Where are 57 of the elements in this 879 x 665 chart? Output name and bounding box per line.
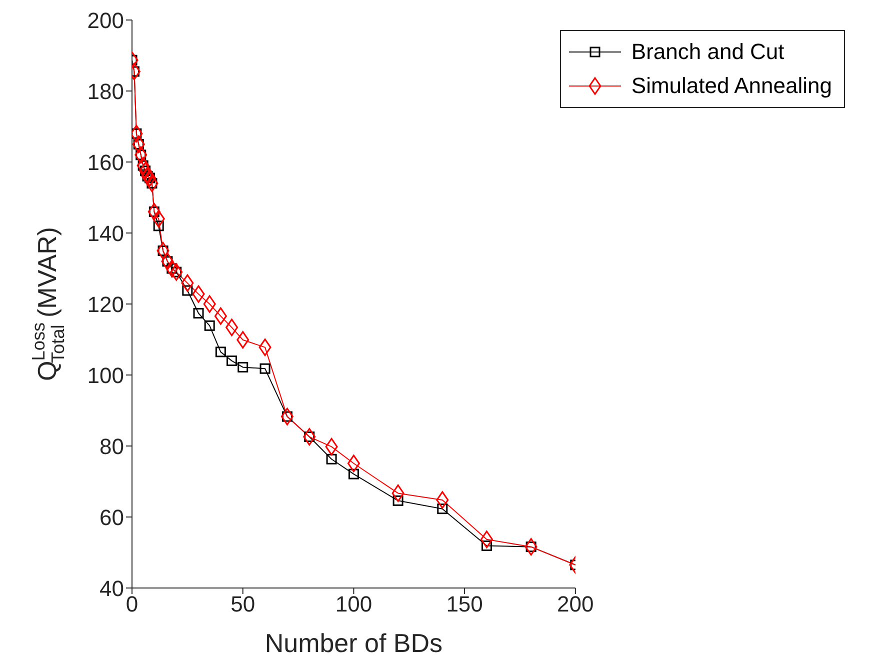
point bbox=[153, 220, 164, 232]
point bbox=[280, 408, 294, 426]
y-tick-label: 180 bbox=[87, 78, 124, 104]
y-tick-label: 40 bbox=[100, 576, 124, 601]
point bbox=[226, 318, 238, 336]
x-tick-label: 200 bbox=[557, 592, 594, 617]
point bbox=[204, 320, 215, 331]
point bbox=[481, 540, 492, 552]
point bbox=[437, 504, 448, 514]
point bbox=[181, 274, 194, 292]
y-axis-title: QLossTotal (MVAR) bbox=[28, 226, 68, 382]
y-tick-label: 140 bbox=[87, 220, 124, 246]
point bbox=[152, 210, 165, 228]
legend-label: Branch and Cut bbox=[631, 39, 784, 65]
point bbox=[238, 362, 248, 372]
y-tick-label: 200 bbox=[87, 8, 124, 33]
point bbox=[236, 331, 250, 349]
point bbox=[139, 162, 152, 180]
x-tick-label: 50 bbox=[230, 592, 256, 617]
point bbox=[170, 263, 183, 281]
point bbox=[524, 538, 538, 556]
point bbox=[132, 136, 145, 153]
y-tick-label: 120 bbox=[87, 292, 124, 317]
point bbox=[325, 438, 338, 456]
point bbox=[260, 363, 270, 374]
point bbox=[161, 252, 174, 270]
point bbox=[148, 202, 160, 220]
point bbox=[436, 491, 449, 509]
point bbox=[347, 454, 360, 472]
y-tick-label: 60 bbox=[100, 504, 124, 530]
y-tick-label: 80 bbox=[100, 434, 124, 459]
point bbox=[156, 242, 170, 260]
point bbox=[392, 495, 404, 506]
point bbox=[480, 530, 493, 548]
point bbox=[214, 307, 227, 325]
point bbox=[136, 156, 150, 174]
point bbox=[193, 308, 204, 318]
point bbox=[392, 484, 404, 502]
x-tick-label: 100 bbox=[335, 592, 372, 617]
point bbox=[146, 174, 158, 192]
point bbox=[203, 295, 216, 313]
point bbox=[258, 338, 272, 356]
point bbox=[166, 260, 178, 278]
point bbox=[348, 468, 359, 480]
point bbox=[226, 356, 238, 366]
y-tick-label: 160 bbox=[87, 150, 124, 175]
point bbox=[303, 428, 316, 446]
x-tick-label: 0 bbox=[126, 592, 138, 617]
point bbox=[192, 285, 205, 303]
point bbox=[215, 346, 226, 358]
legend-label: Simulated Annealing bbox=[631, 73, 832, 99]
point bbox=[326, 454, 337, 464]
point bbox=[134, 146, 148, 164]
y-tick-label: 100 bbox=[87, 362, 124, 388]
point bbox=[182, 285, 193, 296]
x-axis-title: Number of BDs bbox=[264, 628, 443, 658]
x-tick-label: 150 bbox=[446, 592, 483, 617]
